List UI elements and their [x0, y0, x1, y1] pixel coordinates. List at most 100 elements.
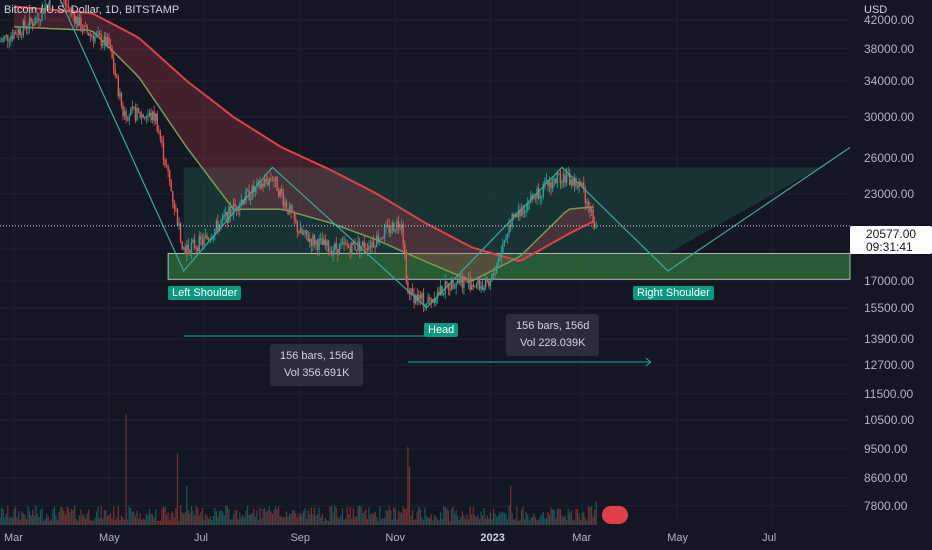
candle-body — [234, 203, 236, 207]
volume-bar — [175, 507, 177, 525]
volume-bar — [525, 511, 527, 525]
volume-bar — [52, 509, 54, 525]
volume-bar — [24, 514, 26, 525]
last-price-value: 20577.00 — [866, 227, 917, 241]
volume-bar — [516, 506, 518, 525]
volume-bar — [192, 510, 194, 525]
price-tick-label: 30000.00 — [864, 110, 915, 125]
volume-bar — [383, 517, 386, 525]
candle-body — [427, 297, 429, 304]
volume-bar — [270, 511, 272, 525]
volume-bar — [436, 519, 439, 525]
range-2-bars: 156 bars, 156d — [516, 320, 590, 332]
left-shoulder-label[interactable]: Left Shoulder — [168, 286, 242, 300]
candle-body — [95, 34, 98, 37]
volume-bar — [116, 517, 118, 525]
volume-bar — [538, 519, 540, 525]
candle-body — [223, 215, 225, 217]
volume-bar — [541, 513, 543, 525]
date-range-info-2[interactable]: 156 bars, 156d Vol 228.039K — [506, 314, 600, 356]
volume-bar — [218, 511, 221, 525]
volume-bar — [184, 512, 186, 525]
candle-body — [295, 218, 297, 222]
volume-bar — [558, 508, 560, 525]
candle-body — [291, 211, 294, 213]
volume-bar — [334, 505, 336, 525]
volume-bar — [162, 506, 165, 525]
volume-bar — [61, 507, 63, 525]
volume-bar — [472, 507, 474, 525]
candle-body — [206, 235, 208, 239]
volume-bar — [203, 520, 205, 525]
candle-body — [72, 10, 74, 15]
volume-bar — [446, 508, 448, 525]
candle-body — [562, 174, 565, 183]
candle-body — [83, 25, 85, 32]
time-tick-label: Nov — [385, 532, 405, 544]
candle-body — [329, 251, 331, 253]
candle-body — [548, 182, 551, 187]
volume-bar — [72, 509, 74, 525]
volume-bar — [204, 513, 207, 525]
volume-bar — [301, 513, 303, 525]
volume-bar — [58, 511, 60, 525]
candle-body — [237, 210, 239, 212]
candle-body — [467, 278, 470, 283]
right-shoulder-label[interactable]: Right Shoulder — [633, 286, 714, 300]
flag-icon[interactable] — [602, 506, 628, 524]
candle-body — [285, 201, 288, 210]
volume-bar — [299, 514, 302, 525]
volume-bar — [97, 506, 99, 525]
volume-bar — [385, 510, 387, 525]
candle-body — [478, 279, 481, 290]
candle-body — [565, 174, 568, 183]
volume-bar — [8, 518, 10, 525]
candle-body — [527, 202, 529, 210]
candle-body — [137, 107, 140, 112]
candle-body — [305, 230, 308, 236]
candle-body — [281, 188, 283, 195]
candle-body — [471, 285, 473, 290]
candle-body — [276, 176, 278, 191]
candle-body — [19, 28, 21, 35]
volume-bar — [215, 511, 217, 525]
volume-bar — [264, 507, 266, 525]
volume-bar — [117, 505, 119, 525]
volume-bar — [69, 512, 71, 525]
volume-bar — [161, 509, 163, 525]
candle-body — [572, 179, 574, 186]
volume-bar — [11, 517, 14, 525]
volume-bar — [120, 516, 123, 525]
candle-body — [98, 33, 101, 36]
volume-bar — [16, 517, 18, 525]
price-tick-label: 23000.00 — [864, 186, 915, 201]
volume-bar — [170, 512, 172, 525]
volume-bar — [508, 505, 510, 525]
volume-bar — [304, 508, 306, 525]
volume-bar — [64, 514, 66, 525]
volume-bar — [236, 510, 238, 525]
candle-body — [144, 117, 146, 119]
candle-body — [315, 240, 317, 246]
candle-body — [14, 32, 17, 35]
volume-bar — [394, 509, 397, 525]
candle-body — [506, 234, 509, 238]
volume-bar — [547, 512, 549, 525]
candle-body — [201, 239, 204, 245]
candle-body — [221, 215, 224, 221]
head-label[interactable]: Head — [424, 323, 459, 337]
volume-bar — [433, 515, 435, 525]
candle-body — [326, 240, 328, 246]
candle-body — [534, 196, 537, 199]
volume-bar — [427, 517, 429, 525]
candle-body — [371, 241, 373, 248]
candle-body — [298, 231, 300, 234]
date-range-info-1[interactable]: 156 bars, 156d Vol 356.691K — [270, 344, 364, 386]
candle-body — [102, 44, 104, 46]
candle-body — [573, 178, 576, 186]
volume-bar — [13, 509, 15, 525]
symbol-title: Bitcoin / U.S. Dollar, 1D, BITSTAMP — [4, 4, 180, 16]
volume-bar — [441, 518, 443, 525]
candle-body — [404, 244, 406, 255]
